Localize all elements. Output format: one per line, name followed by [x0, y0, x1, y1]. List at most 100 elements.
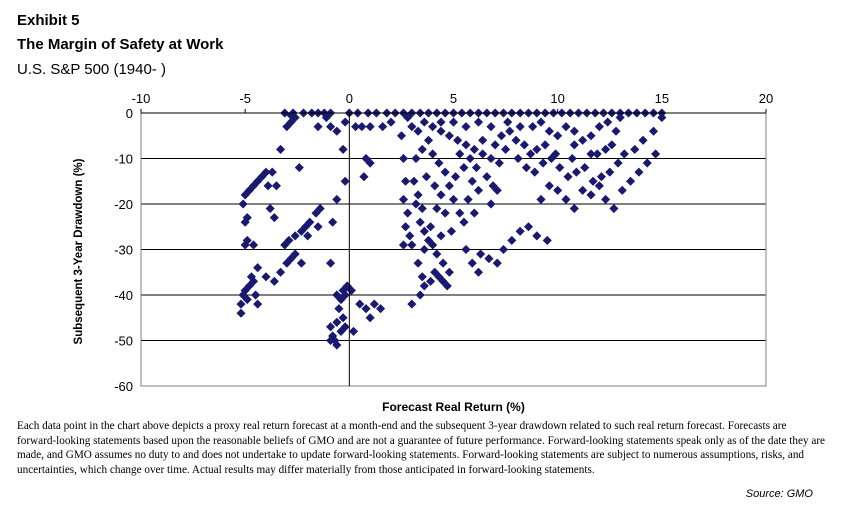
data-point	[436, 126, 446, 136]
x-tick-label: 0	[346, 91, 353, 106]
data-point	[428, 240, 438, 250]
data-point	[484, 253, 494, 264]
data-point	[473, 117, 484, 127]
data-point	[303, 231, 313, 241]
data-point	[448, 117, 459, 127]
data-point	[284, 235, 294, 246]
footnote: Each data point in the chart above depic…	[17, 420, 826, 476]
data-point	[242, 294, 252, 305]
data-point	[463, 194, 473, 205]
data-point	[338, 313, 348, 323]
data-point	[471, 162, 482, 173]
data-point	[594, 181, 604, 191]
data-point	[407, 299, 417, 309]
data-point	[242, 235, 252, 246]
data-point	[419, 244, 429, 255]
data-point	[419, 226, 429, 236]
data-point	[290, 249, 300, 259]
data-point	[328, 217, 338, 227]
data-point	[261, 167, 271, 177]
data-point	[438, 258, 448, 268]
data-point	[486, 153, 496, 164]
data-point	[515, 226, 525, 236]
data-point	[461, 140, 471, 150]
data-point	[519, 140, 529, 150]
data-point	[348, 326, 359, 337]
data-point	[315, 203, 325, 214]
data-point	[403, 208, 413, 218]
data-point	[359, 172, 369, 182]
data-point	[419, 281, 429, 291]
data-points	[236, 108, 667, 350]
data-point	[450, 172, 461, 182]
data-point	[453, 135, 463, 145]
data-point	[459, 162, 469, 173]
data-point	[492, 258, 502, 268]
data-point	[536, 194, 546, 205]
chart-subtitle: U.S. S&P 500 (1940- )	[17, 61, 166, 78]
data-point	[586, 131, 596, 141]
data-point	[600, 144, 611, 155]
data-point	[648, 126, 659, 136]
data-point	[340, 176, 350, 186]
data-point	[290, 231, 300, 241]
data-point	[642, 158, 652, 168]
data-point	[536, 117, 546, 127]
data-point	[263, 181, 273, 191]
data-point	[634, 167, 644, 177]
y-tick-label: -30	[114, 243, 133, 258]
data-point	[271, 181, 282, 191]
data-point	[436, 231, 446, 241]
data-point	[465, 153, 475, 164]
data-point	[321, 112, 332, 123]
data-point	[238, 199, 248, 209]
data-point	[625, 176, 636, 186]
data-point	[469, 144, 479, 155]
data-point	[419, 117, 429, 127]
data-point	[261, 272, 271, 282]
data-point	[334, 303, 344, 314]
data-point	[365, 313, 375, 323]
data-point	[436, 190, 446, 200]
data-point	[461, 121, 471, 132]
data-point	[415, 217, 425, 227]
data-point	[386, 117, 396, 127]
data-point	[355, 299, 365, 309]
data-point	[630, 144, 640, 155]
data-point	[553, 131, 563, 141]
data-point	[275, 144, 286, 155]
tick-labels: 0-10-20-30-40-50-60-10 -5 0 5 10 15 20	[114, 91, 773, 394]
data-point	[413, 126, 423, 136]
data-point	[425, 222, 436, 232]
data-point	[473, 185, 484, 196]
data-point	[340, 322, 350, 332]
data-point	[511, 135, 521, 145]
y-tick-label: -50	[114, 334, 133, 349]
data-point	[332, 340, 342, 350]
data-point	[530, 167, 540, 177]
data-point	[417, 144, 427, 155]
data-point	[269, 212, 279, 223]
data-point	[325, 121, 336, 132]
data-point	[657, 112, 667, 123]
data-point	[592, 149, 602, 159]
data-point	[505, 126, 515, 136]
y-tick-label: 0	[126, 106, 133, 121]
data-point	[650, 149, 661, 159]
data-point	[490, 140, 500, 150]
data-point	[398, 240, 409, 250]
data-point	[417, 272, 427, 282]
data-point	[375, 303, 386, 314]
data-point	[403, 112, 413, 123]
x-tick-label: -5	[239, 91, 251, 106]
data-point	[411, 153, 421, 164]
data-point	[523, 222, 534, 232]
data-point	[350, 121, 361, 132]
x-tick-label: -10	[132, 91, 151, 106]
data-point	[448, 194, 459, 205]
x-tick-label: 15	[655, 91, 669, 106]
data-point	[396, 131, 407, 141]
data-point	[357, 121, 367, 132]
data-point	[444, 131, 454, 141]
data-point	[461, 244, 471, 255]
